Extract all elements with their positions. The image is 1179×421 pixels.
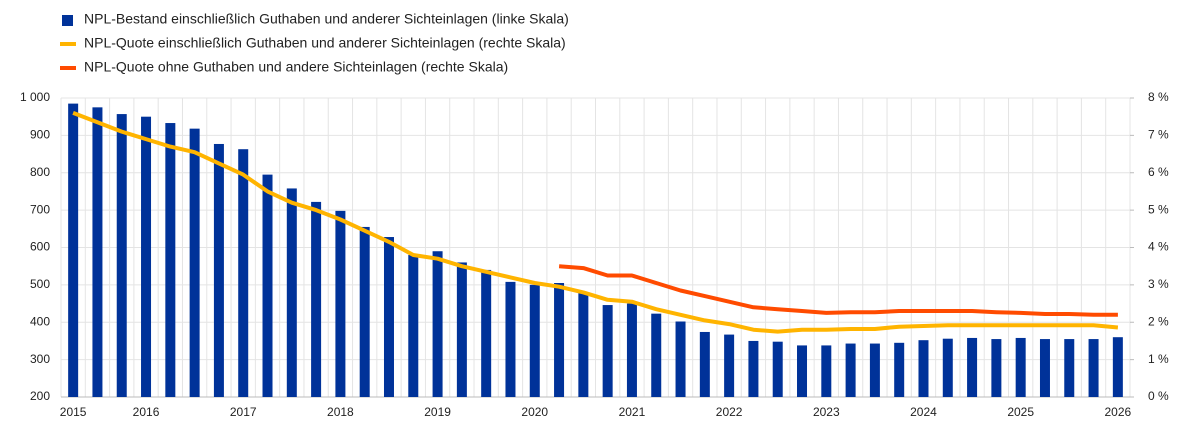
bar (967, 337, 978, 397)
y-tick-label: 400 (30, 314, 50, 328)
y-tick-label: 600 (30, 240, 50, 254)
y2-tick-label: 4 % (1148, 240, 1169, 254)
bar (141, 116, 152, 397)
bar (699, 331, 710, 397)
bar (481, 269, 492, 397)
line (72, 111, 1119, 334)
legend-label: NPL-Quote ohne Guthaben und andere Sicht… (84, 59, 508, 75)
x-tick-label: 2021 (619, 405, 646, 419)
bar (724, 334, 735, 397)
bar (359, 226, 370, 397)
bar (748, 340, 759, 397)
y2-tick-label: 0 % (1148, 389, 1169, 403)
bar (335, 210, 346, 397)
y-tick-label: 300 (30, 352, 50, 366)
bar (894, 342, 905, 397)
bar (821, 345, 832, 397)
bar (189, 128, 200, 397)
bar (116, 114, 127, 397)
bar (213, 143, 224, 397)
x-tick-label: 2017 (230, 405, 257, 419)
bar (845, 343, 856, 397)
bar (1112, 337, 1123, 397)
x-tick-label: 2018 (327, 405, 354, 419)
bar (918, 340, 929, 397)
x-tick-label: 2026 (1105, 405, 1132, 419)
y-tick-label: 700 (30, 202, 50, 216)
bar (554, 283, 565, 397)
x-tick-label: 2016 (133, 405, 160, 419)
bar (383, 237, 394, 397)
x-tick-label: 2022 (716, 405, 743, 419)
legend-label: NPL-Bestand einschließlich Guthaben und … (84, 11, 569, 27)
bar (991, 339, 1002, 397)
legend-label: NPL-Quote einschließlich Guthaben und an… (84, 35, 566, 51)
y2-tick-label: 2 % (1148, 314, 1169, 328)
bar (651, 313, 662, 397)
bar (456, 262, 467, 397)
bar (238, 149, 249, 397)
bar (262, 174, 273, 397)
bar (529, 284, 540, 397)
x-tick-label: 2020 (521, 405, 548, 419)
bar (505, 281, 516, 397)
bar (626, 303, 637, 397)
y-tick-label: 900 (30, 128, 50, 142)
y2-tick-label: 1 % (1148, 352, 1169, 366)
bar (92, 107, 103, 397)
y2-tick-label: 3 % (1148, 277, 1169, 291)
bar (942, 338, 953, 397)
bar (797, 345, 808, 397)
y-tick-label: 200 (30, 389, 50, 403)
x-tick-label: 2025 (1007, 405, 1034, 419)
bar (578, 293, 589, 397)
y2-tick-label: 5 % (1148, 202, 1169, 216)
bar (165, 123, 176, 397)
bar (311, 201, 322, 397)
y2-tick-label: 8 % (1148, 90, 1169, 104)
line (558, 264, 1118, 317)
bar (772, 341, 783, 397)
bar (602, 305, 613, 397)
y2-tick-label: 6 % (1148, 165, 1169, 179)
x-tick-label: 2023 (813, 405, 840, 419)
bar (1039, 339, 1050, 397)
y-tick-label: 500 (30, 277, 50, 291)
x-tick-label: 2019 (424, 405, 451, 419)
x-tick-label: 2024 (910, 405, 937, 419)
bar (1064, 339, 1075, 397)
bar (286, 188, 297, 397)
bar (869, 343, 880, 397)
bar (432, 251, 443, 397)
y-tick-label: 1 000 (20, 90, 50, 104)
y2-tick-label: 7 % (1148, 128, 1169, 142)
bar (68, 103, 79, 397)
y-tick-label: 800 (30, 165, 50, 179)
bar (1088, 339, 1099, 397)
legend-swatch (62, 15, 73, 26)
bar (1015, 337, 1026, 397)
bar (675, 321, 686, 397)
x-tick-label: 2015 (60, 405, 87, 419)
bar (408, 254, 419, 397)
